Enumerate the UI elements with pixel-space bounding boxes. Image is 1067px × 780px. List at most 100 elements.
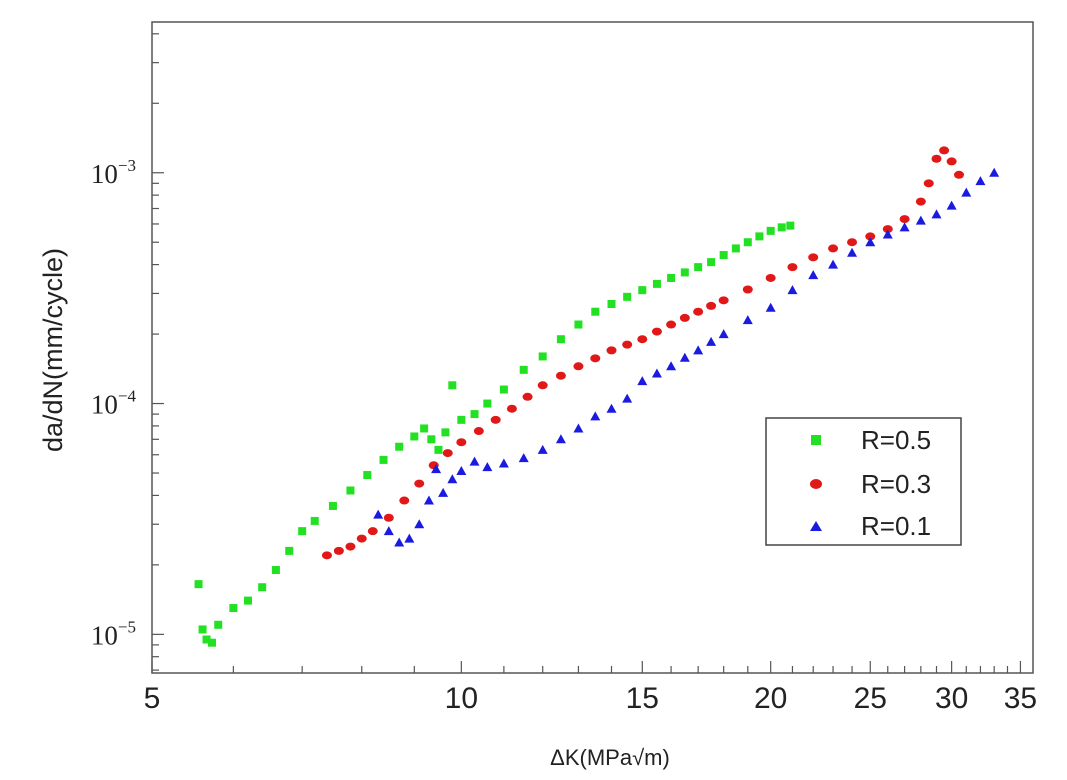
y-tick-label: 10−5 bbox=[91, 617, 136, 650]
data-point bbox=[606, 346, 617, 355]
data-point bbox=[506, 404, 517, 413]
data-series-layer bbox=[194, 146, 1000, 647]
data-point bbox=[573, 423, 584, 433]
x-axis-tick-labels: 5 10 15 20 25 30 35 bbox=[144, 682, 1037, 715]
data-point bbox=[414, 519, 425, 529]
data-point bbox=[442, 449, 453, 458]
data-point bbox=[651, 368, 662, 378]
data-point bbox=[457, 415, 466, 424]
data-point bbox=[707, 258, 716, 267]
data-point bbox=[395, 442, 404, 451]
data-point bbox=[808, 253, 819, 262]
data-point bbox=[666, 361, 677, 371]
data-point bbox=[719, 251, 728, 260]
x-tick-label: 10 bbox=[445, 682, 478, 715]
data-point bbox=[555, 434, 566, 444]
data-point bbox=[828, 259, 839, 269]
data-point bbox=[556, 335, 565, 344]
data-point bbox=[847, 247, 858, 257]
data-point bbox=[652, 279, 661, 288]
data-point bbox=[483, 399, 492, 408]
data-point bbox=[499, 385, 508, 394]
data-point bbox=[899, 215, 910, 224]
data-point bbox=[473, 427, 484, 436]
data-point bbox=[383, 526, 394, 536]
data-point bbox=[482, 462, 493, 472]
data-point bbox=[847, 238, 858, 247]
data-point bbox=[679, 352, 690, 362]
legend-marker-r03 bbox=[810, 479, 822, 489]
data-point bbox=[865, 237, 876, 247]
data-point bbox=[202, 635, 211, 644]
data-point bbox=[694, 263, 703, 272]
x-tick-label: 35 bbox=[1004, 682, 1037, 715]
legend-marker-r05 bbox=[811, 435, 821, 445]
data-point bbox=[208, 638, 217, 647]
data-point bbox=[590, 354, 601, 363]
data-point bbox=[679, 313, 690, 322]
legend: R=0.5 R=0.3 R=0.1 bbox=[765, 417, 962, 546]
data-point bbox=[271, 566, 280, 575]
data-point bbox=[731, 244, 740, 253]
data-point bbox=[321, 551, 332, 560]
data-point bbox=[718, 329, 729, 339]
data-point bbox=[431, 464, 442, 474]
legend-box bbox=[765, 417, 962, 546]
data-point bbox=[742, 285, 753, 294]
data-point bbox=[743, 238, 752, 247]
data-point bbox=[258, 583, 267, 592]
data-point bbox=[438, 487, 449, 497]
data-point bbox=[404, 533, 415, 543]
data-point bbox=[931, 209, 942, 219]
data-point bbox=[865, 232, 876, 241]
data-point bbox=[214, 620, 223, 629]
data-point bbox=[333, 546, 344, 555]
data-point bbox=[882, 225, 893, 234]
data-point bbox=[244, 596, 253, 605]
data-point bbox=[298, 527, 307, 536]
data-point bbox=[383, 513, 394, 522]
data-point bbox=[410, 432, 419, 441]
data-point bbox=[470, 410, 479, 419]
data-point bbox=[394, 537, 405, 547]
legend-label-r05: R=0.5 bbox=[861, 425, 931, 455]
data-point bbox=[194, 580, 203, 589]
data-point bbox=[519, 365, 528, 374]
data-point bbox=[447, 474, 458, 484]
data-point bbox=[538, 352, 547, 361]
data-point bbox=[591, 307, 600, 316]
data-point bbox=[706, 336, 717, 346]
data-point bbox=[915, 215, 926, 225]
series-r-0-3 bbox=[321, 146, 965, 560]
data-point bbox=[742, 315, 753, 325]
data-point bbox=[456, 466, 467, 476]
data-point bbox=[522, 392, 533, 401]
x-tick-label: 30 bbox=[935, 682, 968, 715]
data-point bbox=[961, 187, 972, 197]
data-point bbox=[667, 273, 676, 282]
data-point bbox=[379, 455, 388, 464]
data-point bbox=[498, 458, 509, 468]
data-point bbox=[623, 292, 632, 301]
data-point bbox=[622, 340, 633, 349]
plot-area-frame bbox=[151, 21, 1034, 674]
data-point bbox=[420, 424, 429, 433]
x-tick-label: 20 bbox=[754, 682, 787, 715]
data-point bbox=[915, 197, 926, 206]
data-point bbox=[808, 270, 819, 280]
legend-marker-r01 bbox=[810, 521, 822, 531]
data-point bbox=[637, 376, 648, 386]
x-axis-title: ΔK(MPa√m) bbox=[550, 745, 670, 770]
data-point bbox=[469, 456, 480, 466]
data-point bbox=[638, 286, 647, 295]
data-point bbox=[537, 444, 548, 454]
tick-marks-layer bbox=[151, 33, 1022, 673]
data-point bbox=[356, 534, 367, 543]
data-point bbox=[680, 268, 689, 277]
data-point bbox=[427, 435, 436, 444]
data-point bbox=[828, 244, 839, 253]
series-r-0-5 bbox=[194, 221, 795, 647]
data-point bbox=[399, 496, 410, 505]
